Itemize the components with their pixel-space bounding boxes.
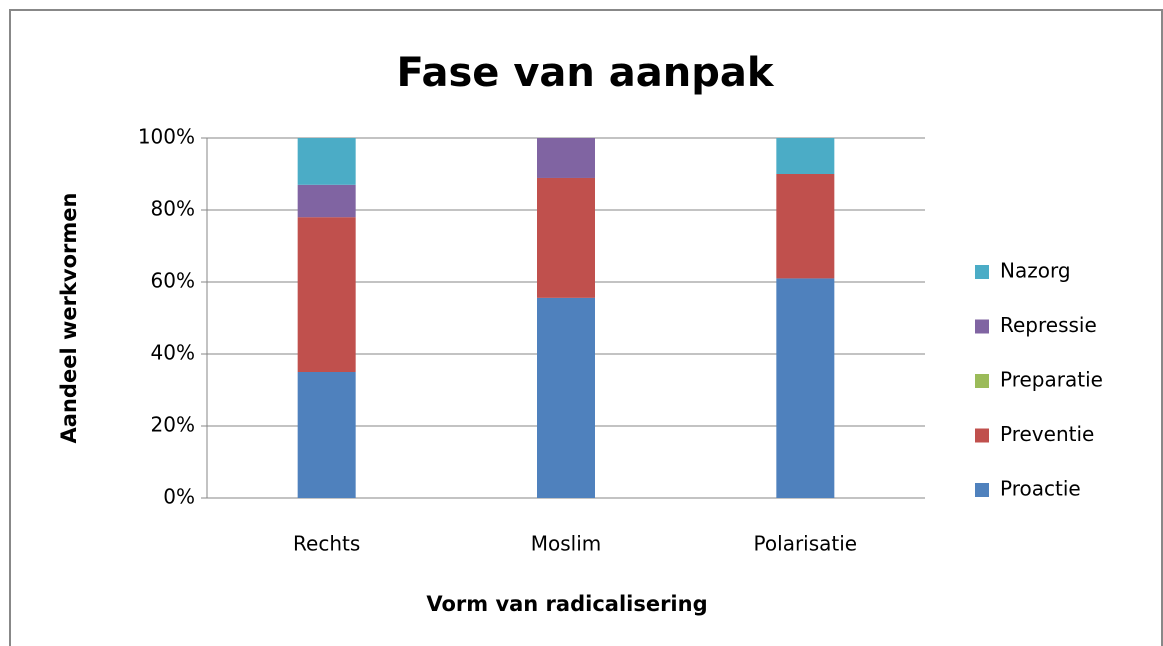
legend-swatch [975,428,989,443]
bar-segment [297,217,356,372]
bar-segment [776,138,835,174]
legend-label: Repressie [1000,313,1097,337]
x-axis-label: Vorm van radicalisering [426,592,707,616]
y-tick-label: 0% [163,485,195,509]
bar-segment [297,372,356,498]
legend-swatch [975,374,989,388]
y-tick-label: 60% [151,269,195,293]
legend-label: Preparatie [1000,368,1103,392]
bar-segment [537,177,595,298]
legend-label: Proactie [1000,477,1081,501]
legend-label: Preventie [1000,422,1094,446]
y-tick-label: 80% [151,197,195,221]
bar-segment [297,184,356,218]
legend-swatch [975,483,989,497]
legend-label: Nazorg [1000,259,1071,283]
x-tick-label: Polarisatie [754,532,858,556]
bar-segment [776,278,835,498]
y-tick-label: 40% [151,341,195,365]
legend-swatch [975,319,989,334]
y-axis-label: Aandeel werkvormen [57,193,81,444]
legend-swatch [975,265,989,279]
bar-segment [537,138,595,178]
x-tick-label: Moslim [531,532,602,556]
bar-segment [297,138,356,185]
y-tick-label: 20% [151,413,195,437]
bar-segment [776,174,835,279]
chart-title: Fase van aanpak [397,50,775,96]
x-tick-label: Rechts [293,532,360,556]
y-tick-label: 100% [138,125,195,149]
bar-segment [537,297,595,498]
